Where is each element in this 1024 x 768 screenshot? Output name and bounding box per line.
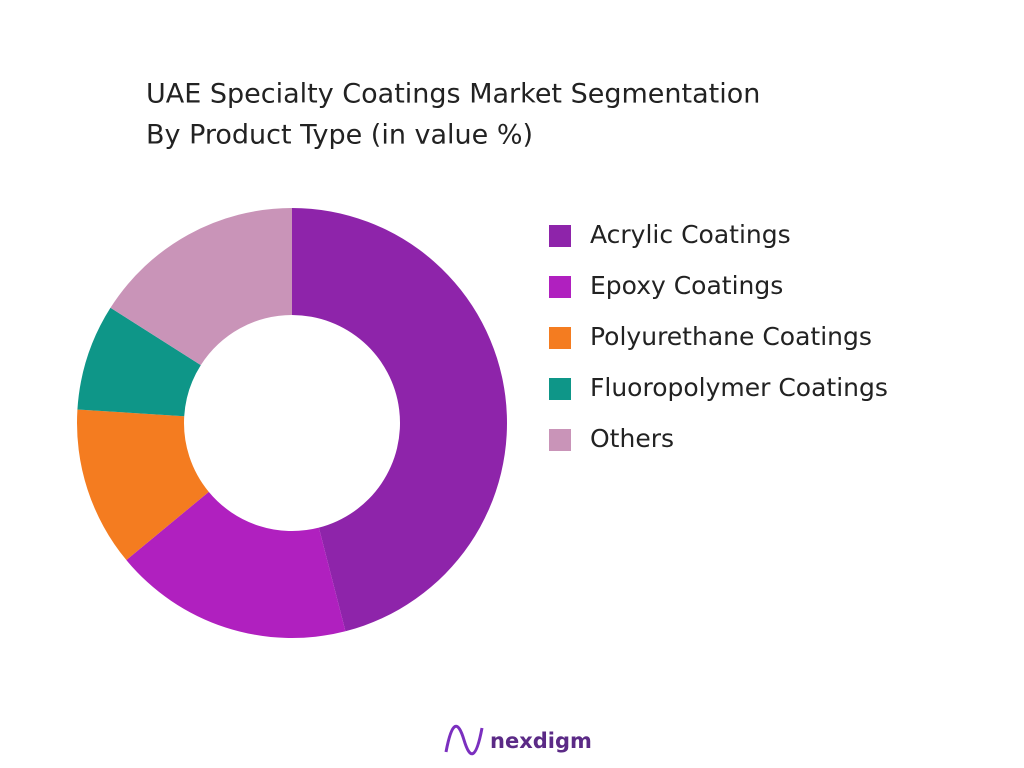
legend-label: Others	[590, 424, 674, 453]
brand: nexdigm	[490, 729, 592, 753]
legend-label: Polyurethane Coatings	[590, 322, 872, 351]
legend-swatch	[549, 327, 571, 349]
logo-icon	[444, 725, 484, 755]
legend-label: Fluoropolymer Coatings	[590, 373, 888, 402]
chart-subtitle: By Product Type (in value %)	[146, 120, 533, 151]
donut-slice	[292, 208, 507, 632]
donut-slice	[110, 208, 292, 366]
legend-label: Epoxy Coatings	[590, 271, 783, 300]
legend-swatch	[549, 225, 571, 247]
donut-slice	[126, 491, 346, 638]
donut-slice	[76, 409, 209, 561]
logo: nexdigm	[444, 725, 592, 755]
legend-swatch	[549, 276, 571, 298]
chart-title: UAE Specialty Coatings Market Segmentati…	[146, 79, 760, 110]
donut-slice	[77, 307, 201, 417]
legend-label: Acrylic Coatings	[590, 220, 791, 249]
legend-swatch	[549, 378, 571, 400]
legend-swatch	[549, 429, 571, 451]
